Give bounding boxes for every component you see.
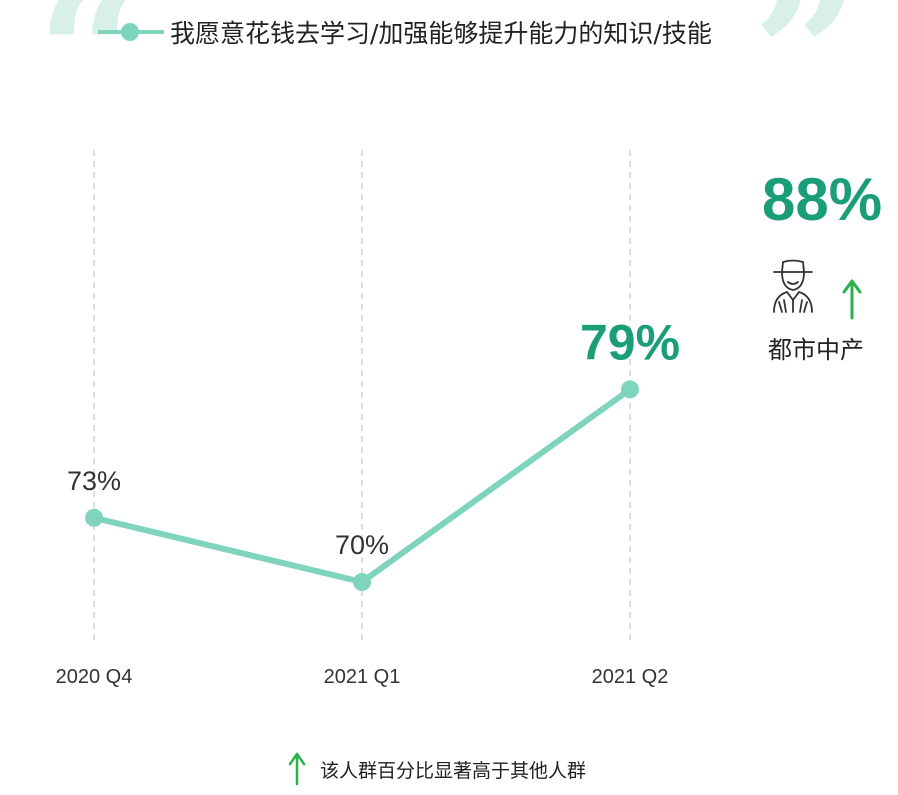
up-arrow-icon [842,279,862,320]
data-point [621,380,639,399]
segment-value: 88% [762,166,883,233]
up-arrow-icon [288,752,306,786]
data-point [353,573,371,591]
chart-legend: 我愿意花钱去学习/加强能够提升能力的知识/技能 [98,14,712,50]
data-label: 73% [67,466,121,496]
x-tick-label: 2021 Q2 [592,666,669,688]
data-label: 70% [335,530,389,560]
data-point [85,508,103,527]
legend-line-icon [98,23,164,41]
legend-label: 我愿意花钱去学习/加强能够提升能力的知识/技能 [170,19,712,48]
x-tick-label: 2020 Q4 [56,666,133,688]
person-hat-icon [773,259,813,313]
footnote-text: 该人群百分比显著高于其他人群 [320,759,587,782]
x-tick-label: 2021 Q1 [324,666,401,688]
data-label: 79% [580,314,680,370]
close-quote-icon: ” [752,0,862,166]
footnote: 该人群百分比显著高于其他人群 [288,752,586,786]
segment-label: 都市中产 [768,336,864,364]
